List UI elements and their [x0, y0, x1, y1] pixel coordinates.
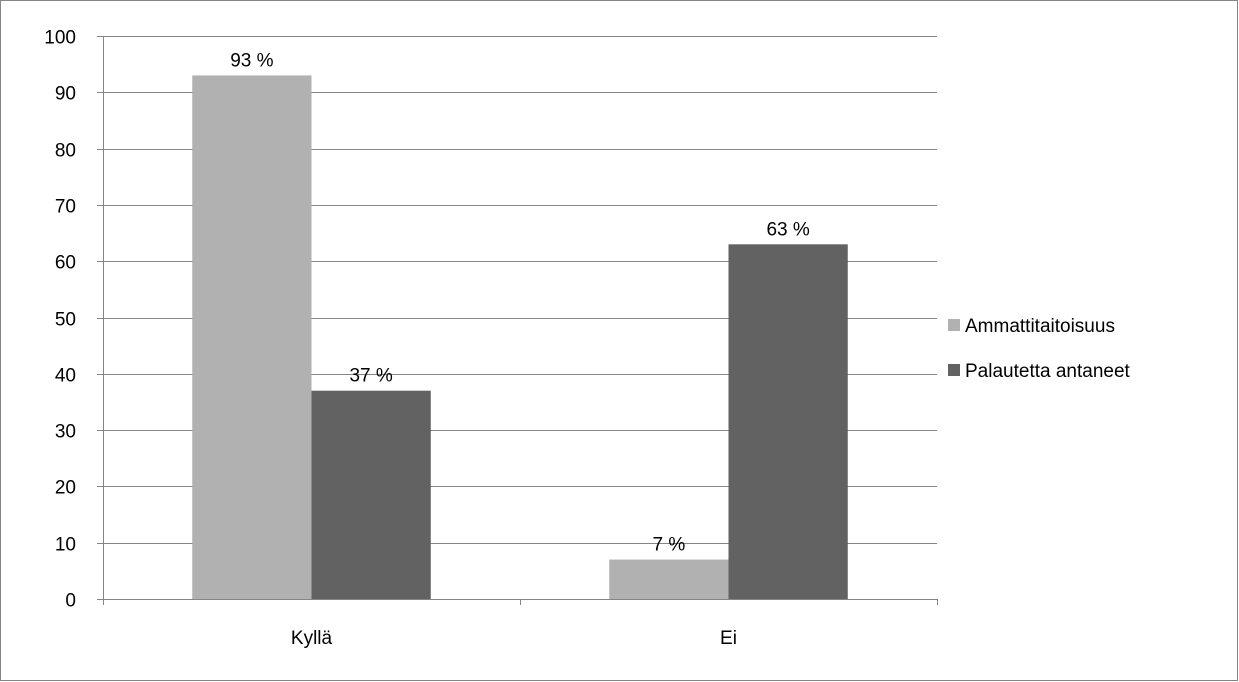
axes [97, 36, 938, 605]
data-label: 63 % [766, 219, 809, 240]
x-tick-label: Kyllä [291, 628, 333, 649]
y-tick-label: 100 [44, 28, 76, 49]
y-tick-label: 70 [55, 197, 76, 218]
y-tick-label: 10 [55, 535, 76, 556]
y-tick-label: 40 [55, 366, 76, 387]
y-tick-label: 80 [55, 141, 76, 162]
legend: Ammattitaitoisuus Palautetta antaneet [948, 316, 1131, 382]
labels: 0 10 20 30 40 50 60 70 80 90 100 93 % 37 % Kyllä 7 % 63… [44, 28, 810, 650]
legend-label: Ammattitaitoisuus [965, 316, 1115, 337]
legend-swatch [948, 319, 960, 331]
data-label: 37 % [349, 366, 392, 387]
y-tick-label: 30 [55, 422, 76, 443]
x-tick-label: Ei [720, 628, 737, 649]
y-tick-label: 50 [55, 310, 76, 331]
bars [192, 75, 848, 599]
data-label: 93 % [230, 50, 273, 71]
bar-palautetta-antaneet-0 [311, 390, 431, 599]
data-label: 7 % [652, 535, 685, 556]
bar-palautetta-antaneet-1 [728, 244, 848, 599]
y-tick-label: 20 [55, 478, 76, 499]
bar-ammattitaitoisuus-1 [609, 559, 729, 599]
legend-swatch [948, 364, 960, 376]
bar-ammattitaitoisuus-0 [192, 75, 312, 599]
y-tick-label: 60 [55, 253, 76, 274]
legend-label: Palautetta antaneet [965, 361, 1131, 382]
y-tick-label: 0 [65, 591, 76, 612]
y-tick-label: 90 [55, 84, 76, 105]
